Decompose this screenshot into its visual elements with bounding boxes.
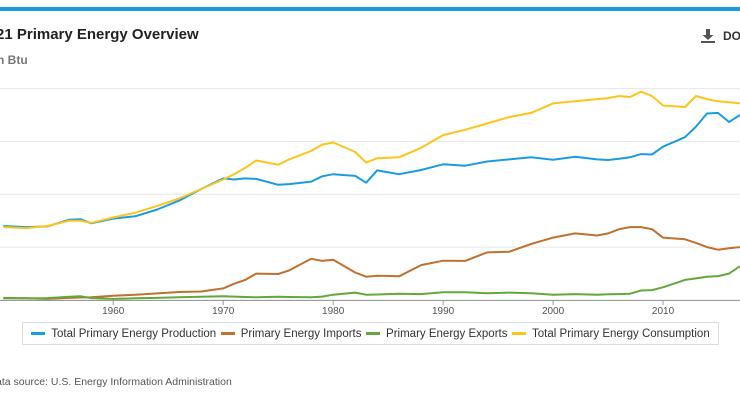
gridlines	[0, 88, 740, 301]
header-accent-bar	[0, 7, 740, 11]
series-line[interactable]	[3, 111, 740, 229]
chart-subtitle: n Btu	[0, 53, 28, 67]
legend-swatch	[366, 332, 381, 335]
x-tick-label: 1980	[322, 306, 345, 317]
series-line[interactable]	[3, 226, 740, 300]
legend-swatch	[512, 332, 527, 335]
line-chart: 1960 1970 1980 1990 2000 2010	[0, 88, 740, 317]
legend-label: Primary Energy Imports	[240, 327, 362, 340]
legend-label: Total Primary Energy Consumption	[532, 327, 710, 340]
series-line[interactable]	[3, 265, 740, 300]
legend-label: Total Primary Energy Production	[51, 327, 217, 340]
chart-title: 21 Primary Energy Overview	[0, 26, 199, 43]
legend-item[interactable]: Primary Energy Exports	[366, 328, 507, 340]
x-tick-label: 2010	[652, 306, 675, 317]
legend: Total Primary Energy Production Primary E…	[22, 322, 719, 345]
download-icon	[701, 29, 715, 43]
data-source-note: ata source: U.S. Energy Information Admi…	[0, 376, 232, 388]
x-tick-label: 1960	[102, 306, 125, 317]
download-button[interactable]: DO	[701, 29, 740, 43]
x-tick-label: 2000	[542, 306, 565, 317]
legend-item[interactable]: Total Primary Energy Consumption	[512, 328, 710, 340]
legend-swatch	[31, 332, 46, 335]
legend-swatch	[220, 332, 235, 335]
series-lines	[3, 90, 740, 300]
download-label: DO	[723, 29, 740, 43]
x-tick-label: 1970	[212, 306, 235, 317]
legend-item[interactable]: Primary Energy Imports	[220, 327, 362, 340]
x-tick-label: 1990	[432, 306, 455, 317]
series-line[interactable]	[3, 90, 740, 230]
x-axis: 1960 1970 1980 1990 2000 2010	[102, 300, 675, 317]
legend-label: Primary Energy Exports	[386, 327, 508, 340]
legend-item[interactable]: Total Primary Energy Production	[31, 328, 216, 340]
